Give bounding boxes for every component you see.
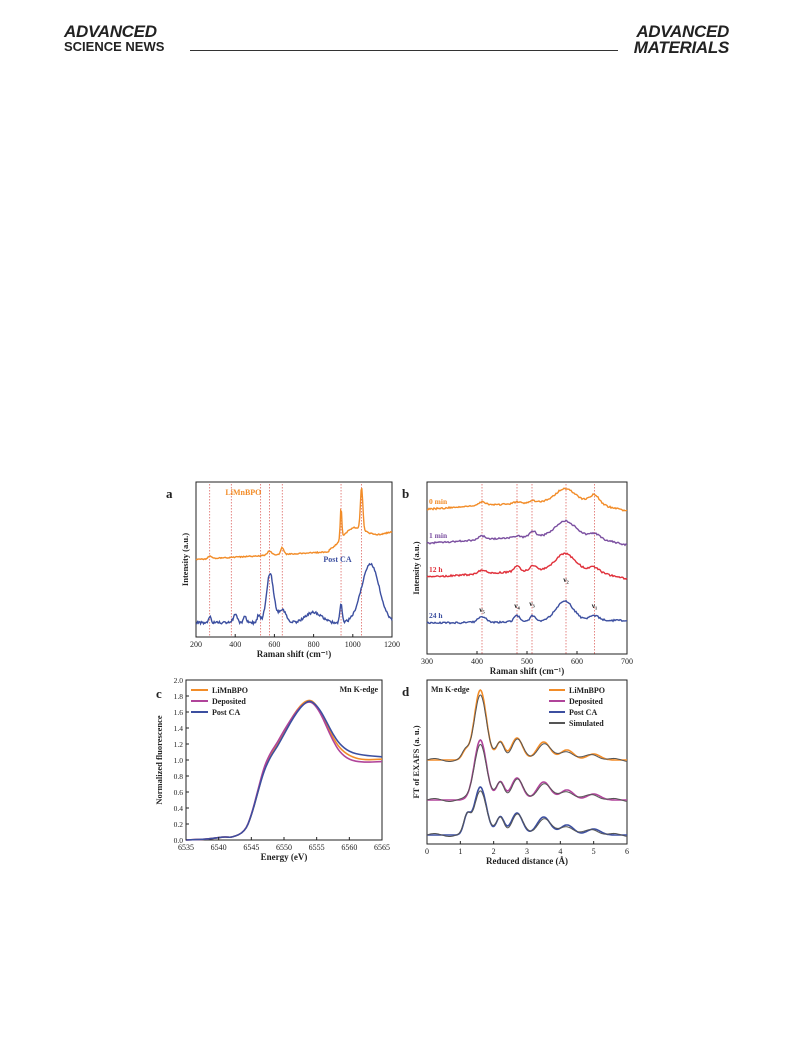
series-line-d-0-sim xyxy=(426,694,628,762)
panel-a-xtick-label: 1200 xyxy=(384,640,400,649)
series-limnbpo-line xyxy=(195,487,393,561)
panel-c-ytick-label: 0.6 xyxy=(174,788,184,797)
panel-b-xtick-label: 500 xyxy=(521,657,533,666)
series-line-d-1-sim xyxy=(426,743,628,802)
panel-c-ytick-label: 1.8 xyxy=(174,692,184,701)
series-post-ca-line xyxy=(195,562,393,626)
logo-materials: MATERIALS xyxy=(633,38,730,57)
y-axis-label-d: FT of EXAFS (a. u.) xyxy=(411,725,421,798)
panel-c-ytick-label: 1.2 xyxy=(174,740,184,749)
panel-d-xtick-label: 0 xyxy=(425,847,429,856)
panel-c-ytick-label: 1.6 xyxy=(174,708,184,717)
panel-d-xtick-label: 1 xyxy=(458,847,462,856)
series-line-b-0 xyxy=(426,487,628,512)
peak-annotation: ν₃ xyxy=(528,599,535,608)
series-label-post-ca: Post CA xyxy=(323,555,351,564)
series-line-b-3 xyxy=(426,599,627,625)
series-line-d-2-sim xyxy=(426,790,628,837)
panel-c-xtick-label: 6545 xyxy=(243,843,259,852)
panel-b-xtick-label: 400 xyxy=(471,657,483,666)
series-line-d-1-exp xyxy=(427,739,627,801)
panel-b-xtick-label: 600 xyxy=(571,657,583,666)
panel-b-xtick-label: 300 xyxy=(421,657,433,666)
panel-a-xtick-label: 1000 xyxy=(345,640,361,649)
panel-d-xtick-label: 5 xyxy=(592,847,596,856)
panel-c-ytick-label: 0.4 xyxy=(174,804,184,813)
panel-c-xtick-label: 6565 xyxy=(374,843,390,852)
journal-logo-right: ADVANCED MATERIALS xyxy=(633,22,730,57)
panel-label-d: d xyxy=(402,684,410,699)
panel-d-title: Mn K-edge xyxy=(431,685,470,694)
peak-annotation: ν₄ xyxy=(513,601,520,610)
journal-logo-left: ADVANCED SCIENCE NEWS xyxy=(64,22,165,54)
panel-d-xtick-label: 6 xyxy=(625,847,629,856)
legend-label-c: Post CA xyxy=(212,708,240,717)
x-axis-label-d: Reduced distance (Å) xyxy=(486,856,568,866)
series-label-b-0: 0 min xyxy=(429,497,448,506)
panel-d-xtick-label: 2 xyxy=(492,847,496,856)
panel-c-xtick-label: 6550 xyxy=(276,843,292,852)
panel-c-xtick-label: 6555 xyxy=(309,843,325,852)
panel-label-b: b xyxy=(402,486,409,501)
panel-a-xtick-label: 800 xyxy=(308,640,320,649)
legend-label-d: Post CA xyxy=(569,708,597,717)
legend-label-c: LiMnBPO xyxy=(212,686,248,695)
x-axis-label-c: Energy (eV) xyxy=(261,852,308,862)
panel-c-xtick-label: 6535 xyxy=(178,843,194,852)
y-axis-label-a: Intensity (a.u.) xyxy=(180,533,190,586)
peak-annotation: ν₁ xyxy=(591,601,598,610)
panel-a-xtick-label: 400 xyxy=(229,640,241,649)
series-label-limnbpo: LiMnBPO xyxy=(225,488,261,497)
panel-b-xtick-label: 700 xyxy=(621,657,633,666)
panel-c-xtick-label: 6560 xyxy=(341,843,357,852)
series-label-b-1: 1 min xyxy=(429,531,448,540)
logo-advanced-right: ADVANCED xyxy=(636,22,729,41)
x-axis-label-b: Raman shift (cm⁻¹) xyxy=(490,666,564,676)
legend-label-d: LiMnBPO xyxy=(569,686,605,695)
logo-advanced: ADVANCED xyxy=(64,22,157,41)
panel-c-ytick-label: 0.8 xyxy=(174,772,184,781)
series-line-b-2 xyxy=(426,552,628,580)
legend-label-d: Deposited xyxy=(569,697,603,706)
panel-c-ytick-label: 1.4 xyxy=(174,724,184,733)
panel-label-c: c xyxy=(156,686,162,701)
panel-a-xtick-label: 600 xyxy=(268,640,280,649)
panel-c-title: Mn K-edge xyxy=(340,685,379,694)
legend-label-c: Deposited xyxy=(212,697,246,706)
peak-annotation: ν₂ xyxy=(562,575,569,584)
y-axis-label-b: Intensity (a.u.) xyxy=(411,541,421,594)
panel-c-ytick-label: 0.2 xyxy=(174,820,184,829)
legend-label-d: Simulated xyxy=(569,719,604,728)
panel-d-xtick-label: 3 xyxy=(525,847,529,856)
peak-annotation: ν₅ xyxy=(478,605,485,614)
panel-c-xtick-label: 6540 xyxy=(211,843,227,852)
series-line-b-1 xyxy=(426,519,628,547)
panel-a-xtick-label: 200 xyxy=(190,640,202,649)
x-axis-label-a: Raman shift (cm⁻¹) xyxy=(257,649,331,659)
series-line-c-1 xyxy=(185,701,383,841)
header-rule xyxy=(190,50,618,51)
series-line-c-0 xyxy=(185,699,383,841)
panel-c-ytick-label: 2.0 xyxy=(174,676,184,685)
panel-c-ytick-label: 0.0 xyxy=(174,836,184,845)
panel-c-ytick-label: 1.0 xyxy=(174,756,184,765)
series-label-b-3: 24 h xyxy=(429,611,443,620)
series-label-b-2: 12 h xyxy=(429,565,443,574)
series-line-c-2 xyxy=(185,700,383,841)
panel-d-xtick-label: 4 xyxy=(558,847,562,856)
logo-science-news: SCIENCE NEWS xyxy=(64,39,165,54)
panel-label-a: a xyxy=(166,486,173,501)
y-axis-label-c: Normalized fluorescence xyxy=(154,715,164,805)
